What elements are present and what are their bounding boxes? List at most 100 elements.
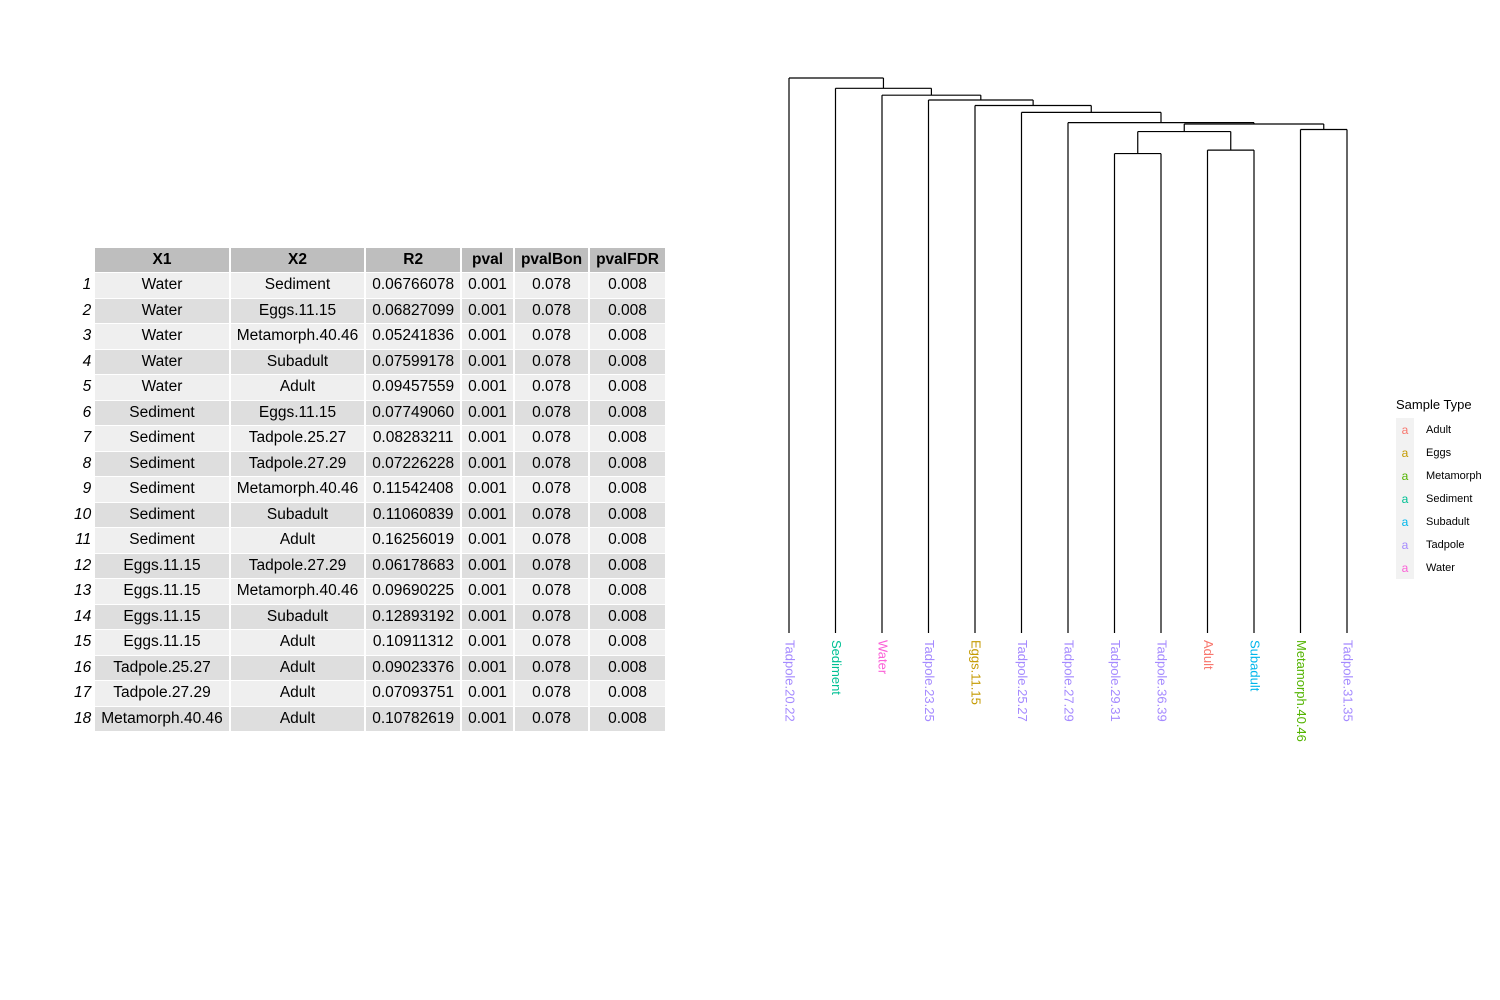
table-cell: 0.001 — [462, 349, 513, 374]
row-number: 14 — [74, 607, 92, 625]
table-cell: 0.09457559 — [366, 375, 461, 400]
table-cell: 0.11060839 — [366, 502, 461, 527]
table-row: 16 Tadpole.25.27 Adult 0.09023376 0.001 0.078… — [74, 655, 665, 680]
table-cell: Subadult — [230, 604, 365, 629]
table-cell: 0.001 — [462, 324, 513, 349]
table-cell: 0.008 — [590, 706, 665, 731]
table-cell: 0.008 — [590, 426, 665, 451]
row-number: 5 — [82, 378, 92, 396]
table-cell: Subadult — [230, 502, 365, 527]
legend-entry: a Adult — [1396, 418, 1482, 441]
table-cell: 0.078 — [514, 681, 589, 706]
leaf-label: Tadpole.23.25 — [922, 640, 937, 722]
table-cell: 0.008 — [590, 502, 665, 527]
table-cell: 0.07093751 — [366, 681, 461, 706]
table-cell: 0.06827099 — [366, 298, 461, 323]
table-cell: 0.001 — [462, 375, 513, 400]
table-cell: 0.11542408 — [366, 477, 461, 502]
legend-key: a — [1396, 464, 1414, 487]
table-cell: Tadpole.25.27 — [95, 655, 229, 680]
table-cell: Water — [95, 375, 229, 400]
table-row: 13 Eggs.11.15 Metamorph.40.46 0.09690225 0.0… — [74, 579, 665, 604]
table-row: 15 Eggs.11.15 Adult 0.10911312 0.001 0.078 0.0… — [74, 630, 665, 655]
column-header: X1 — [95, 248, 229, 272]
legend-key: a — [1396, 487, 1414, 510]
table-cell: 0.008 — [590, 324, 665, 349]
legend-entry: a Metamorph — [1396, 464, 1482, 487]
table-cell: 0.001 — [462, 681, 513, 706]
column-header: pval — [462, 248, 513, 272]
leaf-label: Tadpole.29.31 — [1108, 640, 1123, 722]
row-number: 16 — [74, 658, 92, 676]
table-cell: Sediment — [95, 451, 229, 476]
table-cell: 0.008 — [590, 477, 665, 502]
leaf-label: Adult — [1201, 640, 1216, 670]
table-cell: Eggs.11.15 — [95, 553, 229, 578]
table-cell: 0.008 — [590, 400, 665, 425]
table-cell: Metamorph.40.46 — [95, 706, 229, 731]
table-cell: Eggs.11.15 — [95, 630, 229, 655]
row-number: 4 — [82, 352, 92, 370]
table-cell: Metamorph.40.46 — [230, 579, 365, 604]
table-cell: Tadpole.27.29 — [230, 451, 365, 476]
leaf-label: Tadpole.27.29 — [1062, 640, 1077, 722]
table-cell: 0.07226228 — [366, 451, 461, 476]
table-cell: 0.09690225 — [366, 579, 461, 604]
legend-entry: a Subadult — [1396, 510, 1482, 533]
row-number: 7 — [82, 429, 92, 447]
table-cell: Sediment — [95, 400, 229, 425]
table-cell: 0.001 — [462, 604, 513, 629]
row-number: 1 — [82, 276, 92, 294]
table-cell: 0.07749060 — [366, 400, 461, 425]
table-cell: 0.008 — [590, 451, 665, 476]
table-row: 10 Sediment Subadult 0.11060839 0.001 0.078 0.… — [74, 502, 665, 527]
table-header-row: X1 X2 R2 pval pvalBon pvalFDR — [74, 248, 665, 272]
legend-entry: a Water — [1396, 556, 1482, 579]
table-cell: 0.08283211 — [366, 426, 461, 451]
legend-key: a — [1396, 510, 1414, 533]
table-row: 1 Water Sediment 0.06766078 0.001 0.078 0.008 — [74, 273, 665, 298]
legend-label: Tadpole — [1426, 538, 1465, 551]
table-cell: Water — [95, 324, 229, 349]
leaf-label: Tadpole.31.35 — [1341, 640, 1356, 722]
legend-key: a — [1396, 418, 1414, 441]
leaf-label: Water — [876, 640, 891, 675]
table-cell: Eggs.11.15 — [230, 298, 365, 323]
table-cell: Tadpole.27.29 — [95, 681, 229, 706]
table-row: 18 Metamorph.40.46 Adult 0.10782619 0.001 0.0… — [74, 706, 665, 731]
table-cell: Tadpole.27.29 — [230, 553, 365, 578]
table-cell: 0.001 — [462, 502, 513, 527]
row-number: 8 — [82, 454, 92, 472]
table-row: 4 Water Subadult 0.07599178 0.001 0.078 0.008 — [74, 349, 665, 374]
table-cell: 0.078 — [514, 706, 589, 731]
table-row: 7 Sediment Tadpole.25.27 0.08283211 0.001 0.0… — [74, 426, 665, 451]
table-cell: 0.001 — [462, 528, 513, 553]
table-cell: 0.06178683 — [366, 553, 461, 578]
table-cell: Sediment — [230, 273, 365, 298]
table-cell: 0.12893192 — [366, 604, 461, 629]
table-cell: 0.078 — [514, 579, 589, 604]
row-number: 12 — [74, 556, 92, 574]
table-cell: 0.008 — [590, 349, 665, 374]
table-cell: 0.078 — [514, 502, 589, 527]
table-cell: 0.008 — [590, 579, 665, 604]
table-cell: 0.10911312 — [366, 630, 461, 655]
leaf-label: Eggs.11.15 — [969, 640, 984, 705]
table-cell: Adult — [230, 681, 365, 706]
table-cell: Sediment — [95, 477, 229, 502]
table-cell: Adult — [230, 706, 365, 731]
table-row: 11 Sediment Adult 0.16256019 0.001 0.078 0.008 — [74, 528, 665, 553]
column-header: pvalBon — [514, 248, 589, 272]
table-cell: 0.001 — [462, 630, 513, 655]
table-row: 17 Tadpole.27.29 Adult 0.07093751 0.001 0.078… — [74, 681, 665, 706]
table-row: 8 Sediment Tadpole.27.29 0.07226228 0.001 0.0… — [74, 451, 665, 476]
legend-label: Sediment — [1426, 492, 1473, 505]
column-header: R2 — [366, 248, 461, 272]
leaf-label: Metamorph.40.46 — [1294, 640, 1309, 742]
table-cell: 0.05241836 — [366, 324, 461, 349]
table-cell: Metamorph.40.46 — [230, 477, 365, 502]
leaf-label: Sediment — [829, 640, 844, 695]
row-number: 13 — [74, 582, 92, 600]
legend-key: a — [1396, 556, 1414, 579]
